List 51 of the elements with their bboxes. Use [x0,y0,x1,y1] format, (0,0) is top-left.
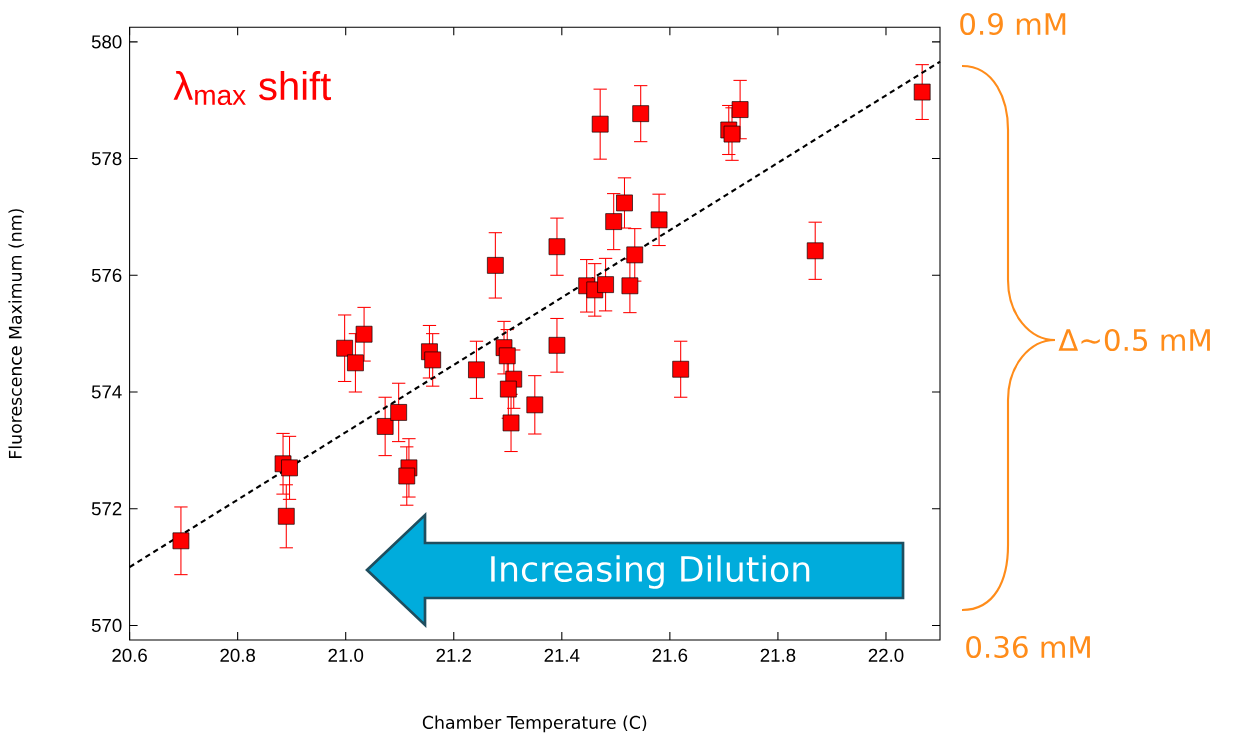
point [398,467,416,485]
y-axis-title: Fluorescence Maximum (nm) [8,209,24,458]
point [498,347,516,365]
x-tick-label: 21.2 [436,648,471,662]
text: 0.9 mM [960,12,1066,36]
y-tick-label: 580 [91,35,122,49]
point [172,532,190,550]
point [621,277,639,295]
point [632,105,650,122]
point [277,507,295,525]
point [355,325,373,343]
point [424,351,442,369]
point [723,125,741,143]
point [347,354,364,372]
y-tick-label: 574 [91,385,122,399]
point [336,339,353,357]
point [468,361,485,379]
point [626,246,644,264]
point [650,211,668,229]
x-tick-label: 21.4 [544,648,580,662]
point [605,213,623,230]
y-tick-label: 572 [91,502,122,516]
y-tick-label: 570 [91,618,122,633]
point [548,336,566,354]
point [731,101,749,118]
point [806,242,824,260]
y-tick-label: 578 [91,151,122,166]
point [390,404,407,421]
x-tick-label: 21.8 [760,648,796,662]
x-tick-label: 21.0 [328,648,364,662]
point [591,115,609,133]
point [913,83,931,101]
x-tick-label: 21.6 [652,648,688,662]
text: Δ~0.5 mM [1058,328,1210,352]
annotation: λ$_{max}$ shift [173,70,331,106]
point [502,414,520,432]
annotation: Increasing Dilution [491,555,810,589]
point [597,276,614,293]
x-tick-label: 20.8 [220,648,256,662]
y-tick-label: 576 [91,268,122,282]
point [548,238,566,256]
point [281,459,298,477]
point [487,257,504,274]
x-axis-title: Chamber Temperature (C) [422,715,647,733]
x-tick-label: 22.0 [868,648,904,662]
text: 0.36 mM [966,635,1090,659]
point [526,396,544,414]
point [672,360,690,378]
point [376,418,394,435]
point [616,194,633,212]
x-tick-label: 20.6 [112,648,147,662]
